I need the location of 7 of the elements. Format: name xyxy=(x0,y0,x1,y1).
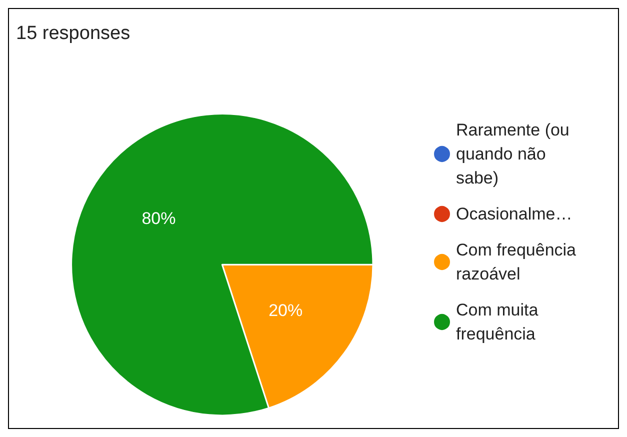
legend-label: Com frequência razoável xyxy=(456,240,581,284)
data-label: 20% xyxy=(268,301,303,320)
legend-label: Raramente (ou quando não sabe) xyxy=(456,120,574,188)
legend-label: Ocasionalme… xyxy=(456,204,572,224)
chart-title: 15 responses xyxy=(16,23,130,44)
legend-label: Com muita frequência xyxy=(456,300,543,344)
data-label: 80% xyxy=(142,208,176,228)
